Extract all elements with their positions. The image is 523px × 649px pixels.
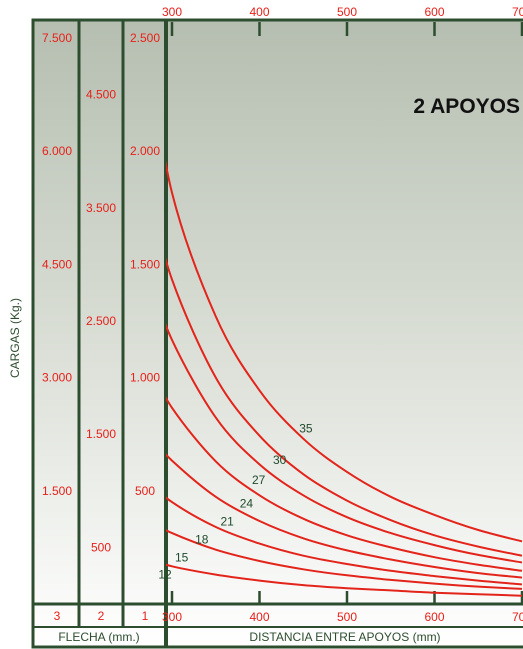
curve-series-18: [166, 496, 523, 586]
curve-label-30: 30: [273, 453, 287, 467]
flecha-3-tick-label: 7.500: [42, 31, 72, 45]
chart-background: [32, 20, 523, 647]
chart-title: 2 APOYOS: [413, 95, 520, 118]
flecha-2-tick-label: 1.500: [86, 427, 116, 441]
flecha-1-tick-label: 1.000: [130, 371, 160, 385]
x-tick-label-top: 500: [337, 5, 357, 19]
x-tick-label-bottom: 400: [249, 610, 269, 624]
flecha-1-tick-label: 500: [135, 484, 155, 498]
x-tick-label-bottom: 300: [162, 610, 182, 624]
flecha-1-tick-label: 2.500: [130, 31, 160, 45]
flecha-value: 2: [98, 609, 105, 623]
x-tick-label-top: 300: [162, 5, 182, 19]
curve-label-24: 24: [240, 496, 254, 510]
y-axis-title: CARGAS (Kg.): [8, 298, 22, 378]
x-tick-label-bottom: 600: [424, 610, 444, 624]
curve-label-18: 18: [195, 533, 209, 547]
curve-label-35: 35: [299, 422, 313, 436]
flecha-1-tick-label: 1.500: [130, 257, 160, 271]
flecha-2-tick-label: 500: [91, 540, 111, 554]
x-tick-label-bottom: 700: [512, 610, 523, 624]
curve-series-30: [166, 257, 523, 557]
x-tick-label-top: 600: [424, 5, 444, 19]
curve-label-12: 12: [158, 567, 172, 581]
curve-label-15: 15: [175, 551, 189, 565]
flecha-value: 3: [54, 609, 61, 623]
flecha-3-tick-label: 6.000: [42, 144, 72, 158]
curve-series-15: [166, 529, 523, 590]
curve-label-21: 21: [220, 515, 234, 529]
flecha-values: 3 2 1: [54, 609, 149, 623]
curve-series-27: [166, 323, 523, 564]
bottom-x-ticks: [170, 591, 523, 604]
bottom-x-tick-labels: 300 400 500 600 700: [162, 610, 523, 624]
x-tick-label-top: 400: [249, 5, 269, 19]
x-axis-title: DISTANCIA ENTRE APOYOS (mm): [249, 630, 440, 644]
x-tick-label-top: 700: [512, 5, 523, 19]
outer-frame: [31, 18, 523, 649]
curve-series-24: [166, 396, 523, 572]
curve-label-27: 27: [252, 473, 266, 487]
flecha-2-tick-label: 4.500: [86, 88, 116, 102]
flecha-axis-title: FLECHA (mm.): [58, 630, 139, 644]
top-x-tick-labels: 300 400 500 600 700: [162, 5, 523, 19]
load-curves: [166, 160, 523, 597]
curve-series-12: [166, 563, 523, 597]
flecha-column-tick-labels: 7.500 6.000 4.500 3.000 1.500 4.500 3.500 2.500…: [42, 31, 160, 554]
x-tick-label-bottom: 500: [337, 610, 357, 624]
curve-series-35: [166, 160, 523, 543]
flecha-3-tick-label: 1.500: [42, 484, 72, 498]
flecha-2-tick-label: 3.500: [86, 201, 116, 215]
flecha-value: 1: [142, 609, 149, 623]
flecha-1-tick-label: 2.000: [130, 144, 160, 158]
curve-series-21: [166, 453, 523, 579]
frame: [31, 18, 523, 649]
flecha-3-tick-label: 3.000: [42, 371, 72, 385]
flecha-2-tick-label: 2.500: [86, 314, 116, 328]
top-x-ticks: [170, 22, 523, 36]
flecha-3-tick-label: 4.500: [42, 257, 72, 271]
